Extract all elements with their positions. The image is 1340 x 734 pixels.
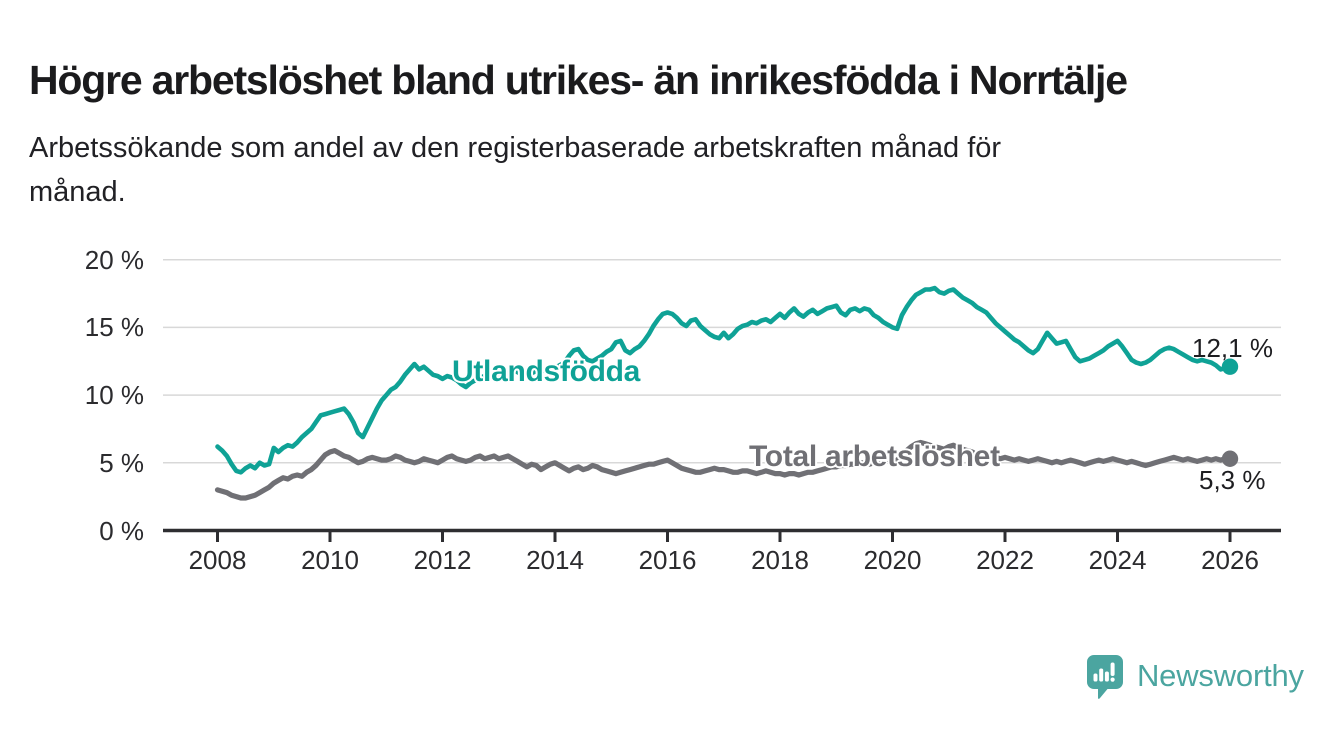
y-tick-label: 10 % [84, 380, 144, 411]
page-title: Högre arbetslöshet bland utrikes- än inr… [29, 57, 1128, 104]
x-tick-label: 2024 [1088, 545, 1147, 575]
x-tick-label: 2026 [1201, 545, 1259, 575]
y-tick-label: 0 % [99, 515, 144, 546]
series-label-utlandsfodda: Utlandsfödda [452, 355, 641, 388]
series-end-dot-total-arbetsloshet [1221, 450, 1239, 467]
x-tick-label: 2022 [976, 545, 1034, 575]
series-end-dot-utlandsfodda [1221, 358, 1239, 375]
page-subtitle: Arbetssökande som andel av den registerb… [29, 126, 1239, 214]
newsworthy-logo: Newsworthy [1086, 654, 1304, 700]
y-tick-label: 20 % [84, 244, 144, 275]
page-subtitle-line-1: Arbetssökande som andel av den registerb… [29, 132, 1002, 164]
series-line-total-arbetsloshet [214, 439, 1233, 501]
x-tick-label: 2014 [526, 545, 584, 575]
end-value-label-utlandsfodda: 12,1 % [1192, 333, 1273, 363]
y-tick-label: 5 % [99, 447, 144, 478]
x-tick-label: 2008 [188, 545, 247, 575]
x-tick-label: 2020 [863, 545, 922, 575]
series-label-total-arbetsloshet: Total arbetslöshet [749, 440, 1000, 473]
x-tick-label: 2012 [413, 545, 472, 575]
newsworthy-logo-text: Newsworthy [1137, 658, 1304, 693]
newsworthy-logo-icon [1087, 655, 1123, 699]
y-tick-label: 15 % [84, 312, 144, 343]
page-subtitle-line-2: månad. [29, 176, 126, 208]
x-tick-label: 2018 [751, 545, 809, 575]
end-value-label-total-arbetsloshet: 5,3 % [1199, 465, 1266, 495]
x-tick-label: 2010 [301, 545, 359, 575]
series-line-utlandsfodda [215, 285, 1233, 475]
x-tick-label: 2016 [638, 545, 697, 575]
